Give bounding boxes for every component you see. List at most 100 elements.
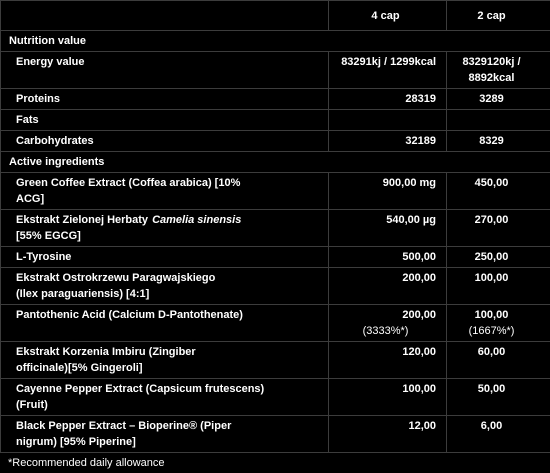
- value: 540,00 µg: [335, 212, 436, 228]
- label-cell: Green Coffee Extract (Coffea arabica) [1…: [1, 173, 329, 210]
- label-cell: L-Tyrosine: [1, 247, 329, 268]
- column-header: 2 cap: [447, 1, 550, 31]
- value: 3289: [455, 91, 528, 107]
- note: (3333%*): [335, 323, 436, 339]
- value-cell: 200,00: [329, 268, 447, 305]
- value-cell: 60,00: [447, 342, 550, 379]
- value-cell: 100,00: [447, 268, 550, 305]
- ingredient-row: Proteins 28319 3289: [1, 89, 550, 110]
- ingredient-row: Pantothenic Acid (Calcium D-Pantothenate…: [1, 305, 550, 342]
- value: 32189: [335, 133, 436, 149]
- label-cell: Carbohydrates: [1, 131, 329, 152]
- value: 100,00: [335, 381, 436, 397]
- value-cell: 8329: [447, 131, 550, 152]
- value-cell: 200,00(3333%*): [329, 305, 447, 342]
- label-line: (Fruit): [16, 397, 322, 413]
- value-cell: 250,00: [447, 247, 550, 268]
- label-cell: Fats: [1, 110, 329, 131]
- label-line: ACG]: [16, 191, 322, 207]
- value: 250,00: [455, 249, 528, 265]
- value-cell: 12,00: [329, 416, 447, 453]
- label-cell: Cayenne Pepper Extract (Capsicum frutesc…: [1, 379, 329, 416]
- note: (1667%*): [455, 323, 528, 339]
- label-cell: Proteins: [1, 89, 329, 110]
- value-cell: 32189: [329, 131, 447, 152]
- value-cell: 120,00: [329, 342, 447, 379]
- ingredient-row: Green Coffee Extract (Coffea arabica) [1…: [1, 173, 550, 210]
- label-cell: Pantothenic Acid (Calcium D-Pantothenate…: [1, 305, 329, 342]
- value-cell: 450,00: [447, 173, 550, 210]
- value: 200,00: [335, 307, 436, 323]
- value: 100,00: [455, 307, 528, 323]
- ingredient-row: Energy value 83291kj / 1299kcal 8329120kj …: [1, 52, 550, 89]
- section-title: Active ingredients: [1, 152, 550, 173]
- label-italic: Camelia sinensis: [152, 214, 241, 226]
- ingredient-row: Black Pepper Extract – Bioperine® (Piper…: [1, 416, 550, 453]
- label-cell: Ekstrakt Ostrokrzewu Paragwajskiego(Ilex…: [1, 268, 329, 305]
- label-line: Cayenne Pepper Extract (Capsicum frutesc…: [16, 381, 322, 397]
- value-cell: 100,00(1667%*): [447, 305, 550, 342]
- value-cell: 500,00: [329, 247, 447, 268]
- label-line: L-Tyrosine: [16, 249, 322, 265]
- label-line: Black Pepper Extract – Bioperine® (Piper: [16, 418, 322, 434]
- value-cell: 50,00: [447, 379, 550, 416]
- value: 120,00: [335, 344, 436, 360]
- value-cell: 3289: [447, 89, 550, 110]
- value-cell: 900,00 mg: [329, 173, 447, 210]
- column-header: 4 cap: [329, 1, 447, 31]
- value-cell: 6,00: [447, 416, 550, 453]
- label-line: Energy value: [16, 54, 322, 70]
- value: 12,00: [335, 418, 436, 434]
- section-row: Nutrition value: [1, 31, 550, 52]
- label-cell: Black Pepper Extract – Bioperine® (Piper…: [1, 416, 329, 453]
- value: 28319: [335, 91, 436, 107]
- value: 900,00 mg: [335, 175, 436, 191]
- ingredient-row: L-Tyrosine 500,00 250,00: [1, 247, 550, 268]
- label-line: Pantothenic Acid (Calcium D-Pantothenate…: [16, 307, 322, 323]
- label-cell: Ekstrakt Zielonej Herbaty Camelia sinensi…: [1, 210, 329, 247]
- label-line: Green Coffee Extract (Coffea arabica) [1…: [16, 175, 322, 191]
- label-line: Ekstrakt Ostrokrzewu Paragwajskiego: [16, 270, 322, 286]
- value: 8329: [455, 133, 528, 149]
- ingredient-row: Carbohydrates 32189 8329: [1, 131, 550, 152]
- value: 270,00: [455, 212, 528, 228]
- value-cell: 83291kj / 1299kcal: [329, 52, 447, 89]
- value: 83291kj / 1299kcal: [335, 54, 436, 70]
- label-line: [55% EGCG]: [16, 228, 322, 244]
- value: 50,00: [455, 381, 528, 397]
- label-line: Ekstrakt Korzenia Imbiru (Zingiber: [16, 344, 322, 360]
- value-cell: 270,00: [447, 210, 550, 247]
- value: 8329120kj / 8892kcal: [455, 54, 528, 86]
- label-cell: Energy value: [1, 52, 329, 89]
- label-line: (Ilex paraguariensis) [4:1]: [16, 286, 322, 302]
- value: 500,00: [335, 249, 436, 265]
- label-line: Fats: [16, 112, 322, 128]
- ingredient-row: Ekstrakt Zielonej Herbaty Camelia sinensi…: [1, 210, 550, 247]
- value-cell: [447, 110, 550, 131]
- value: 6,00: [455, 418, 528, 434]
- label-line: Carbohydrates: [16, 133, 322, 149]
- value-cell: 540,00 µg: [329, 210, 447, 247]
- header-cell: [1, 1, 329, 31]
- value-cell: 100,00: [329, 379, 447, 416]
- section-row: Active ingredients: [1, 152, 550, 173]
- value-cell: 8329120kj / 8892kcal: [447, 52, 550, 89]
- footnote: *Recommended daily allowance: [0, 453, 550, 473]
- section-title: Nutrition value: [1, 31, 550, 52]
- value: 200,00: [335, 270, 436, 286]
- label-part: Ekstrakt Zielonej Herbaty: [16, 214, 148, 226]
- value: 60,00: [455, 344, 528, 360]
- ingredient-row: Ekstrakt Ostrokrzewu Paragwajskiego(Ilex…: [1, 268, 550, 305]
- label-line: Ekstrakt Zielonej Herbaty Camelia sinensi…: [16, 212, 322, 228]
- ingredient-row: Cayenne Pepper Extract (Capsicum frutesc…: [1, 379, 550, 416]
- ingredient-row: Fats: [1, 110, 550, 131]
- value-cell: 28319: [329, 89, 447, 110]
- value: 450,00: [455, 175, 528, 191]
- value: 100,00: [455, 270, 528, 286]
